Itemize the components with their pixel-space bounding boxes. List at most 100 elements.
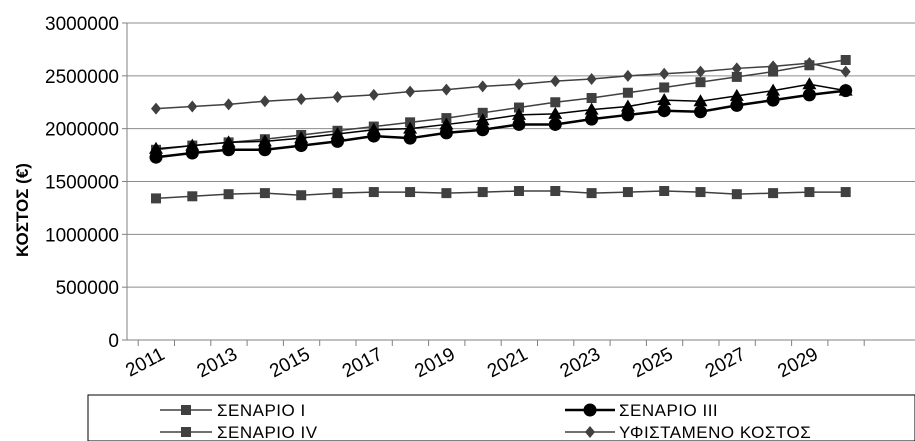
data-point (550, 186, 561, 197)
data-point (257, 134, 272, 147)
legend-label: ΣΕΝΑΡΙΟ ΙΙΙ (619, 401, 718, 420)
data-point (405, 85, 416, 98)
data-point (802, 88, 816, 102)
data-point (768, 60, 779, 73)
data-point (368, 187, 379, 198)
data-point (622, 187, 633, 198)
data-point (657, 104, 671, 118)
gridlines (127, 22, 915, 288)
y-tick-label: 500000 (56, 278, 119, 299)
data-point (151, 102, 161, 115)
data-point (405, 187, 416, 198)
data-point (259, 95, 270, 108)
x-axis-ticks: 2011 2013 2015 2017 2019 2021 2023 2025 2027 2029 (122, 340, 865, 382)
data-point (367, 129, 381, 143)
legend-swatch-marker (583, 403, 597, 417)
legend-label: ΣΕΝΑΡΙΟ Ι (217, 401, 306, 420)
legend-item: ΣΕΝΑΡΙΟ ΙΙΙ (565, 401, 718, 420)
data-point (259, 188, 270, 199)
data-point (731, 189, 742, 200)
data-point (584, 102, 599, 115)
legend-box (87, 394, 915, 441)
data-point (840, 54, 851, 65)
data-point (475, 113, 490, 126)
data-point (804, 57, 815, 70)
legend-label: ΥΦΙΣΤΑΜΕΝΟ ΚΟΣΤΟΣ (619, 423, 811, 441)
data-point (403, 121, 418, 134)
data-point (477, 107, 488, 118)
data-point (659, 82, 670, 93)
x-tick-label: 2017 (339, 344, 386, 382)
data-point (694, 105, 707, 119)
data-point (187, 100, 198, 113)
data-point (223, 189, 234, 200)
series-3 (149, 84, 853, 164)
legend-label: ΣΕΝΑΡΙΟ ΙV (217, 423, 318, 441)
x-tick-label: 2011 (122, 344, 168, 382)
data-point (659, 67, 670, 80)
data-point (586, 73, 597, 86)
data-point (296, 190, 307, 201)
legend-item: ΥΦΙΣΤΑΜΕΝΟ ΚΟΣΤΟΣ (565, 423, 811, 441)
data-point (149, 141, 163, 154)
data-point (439, 126, 453, 140)
data-point (802, 77, 817, 90)
x-tick-label: 2019 (412, 344, 459, 382)
data-point (622, 87, 633, 98)
x-tick-label: 2021 (484, 344, 531, 382)
data-point (368, 88, 379, 101)
data-point (296, 93, 307, 106)
data-point (222, 143, 236, 157)
data-point (151, 193, 161, 204)
data-point (730, 98, 744, 112)
series-line (155, 83, 846, 150)
data-point (659, 186, 670, 197)
data-point (149, 150, 163, 164)
legend-item: ΣΕΝΑΡΙΟ ΙV (160, 423, 318, 441)
data-point (514, 186, 524, 197)
data-point (620, 99, 635, 112)
data-point (185, 146, 199, 160)
data-point (695, 65, 706, 78)
data-point (332, 90, 343, 103)
data-point (766, 93, 780, 107)
data-point (693, 94, 708, 107)
data-point (622, 69, 633, 82)
data-point (657, 93, 672, 106)
data-point (586, 188, 597, 199)
data-point (550, 97, 561, 108)
data-point (585, 112, 599, 126)
series-2 (149, 77, 853, 154)
data-point (441, 188, 452, 199)
data-point (621, 108, 635, 122)
data-point (548, 117, 562, 131)
data-point (441, 83, 452, 96)
x-tick-label: 2015 (266, 344, 313, 382)
series-line (155, 190, 846, 200)
data-point (766, 83, 781, 96)
y-tick-label: 3000000 (45, 14, 119, 35)
data-point (258, 143, 272, 157)
data-point (840, 187, 851, 198)
data-point (731, 71, 742, 82)
x-tick-label: 2027 (702, 344, 749, 382)
data-point (839, 84, 853, 98)
x-tick-label: 2029 (775, 344, 822, 382)
data-point (514, 102, 524, 113)
data-point (731, 62, 742, 75)
data-point (294, 139, 308, 153)
data-point (768, 188, 779, 199)
data-point (403, 131, 417, 145)
data-point (187, 191, 198, 202)
data-point (548, 106, 563, 119)
data-point (550, 75, 561, 88)
data-point (476, 123, 490, 137)
y-axis-ticks: 0 500000 1000000 1500000 2000000 2500000 30000… (45, 14, 127, 352)
data-point (586, 93, 597, 104)
data-point (477, 80, 488, 93)
data-point (514, 78, 524, 91)
legend-swatch-marker (585, 426, 595, 438)
series-4 (151, 186, 851, 204)
series-line (155, 62, 846, 110)
